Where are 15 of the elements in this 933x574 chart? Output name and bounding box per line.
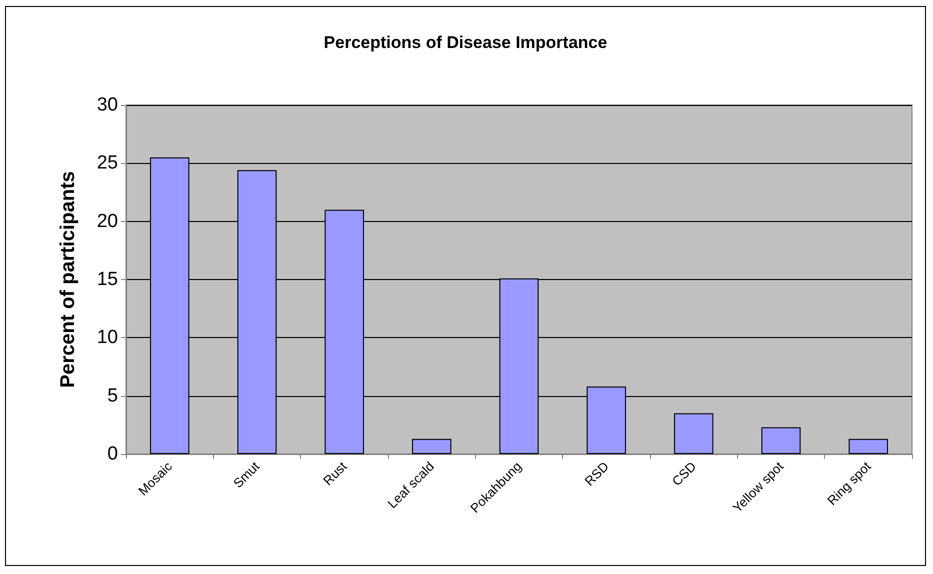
y-tick-label: 20 — [96, 210, 118, 232]
x-tick-label: Ring spot — [824, 458, 874, 508]
y-tick-label: 0 — [107, 444, 118, 464]
y-tick-label: 10 — [96, 327, 118, 348]
y-tick-label: 5 — [107, 385, 118, 406]
bar — [848, 438, 888, 454]
bar — [412, 438, 452, 454]
y-tick-label: 25 — [96, 152, 118, 174]
x-tick-label: CSD — [668, 458, 699, 489]
y-tick-label: 30 — [96, 94, 118, 116]
y-axis-title: Percent of participants — [57, 171, 79, 388]
bar — [761, 427, 801, 454]
bar — [674, 413, 714, 454]
y-tick-label: 15 — [96, 269, 118, 290]
chart-title: Perceptions of Disease Importance — [324, 33, 608, 52]
